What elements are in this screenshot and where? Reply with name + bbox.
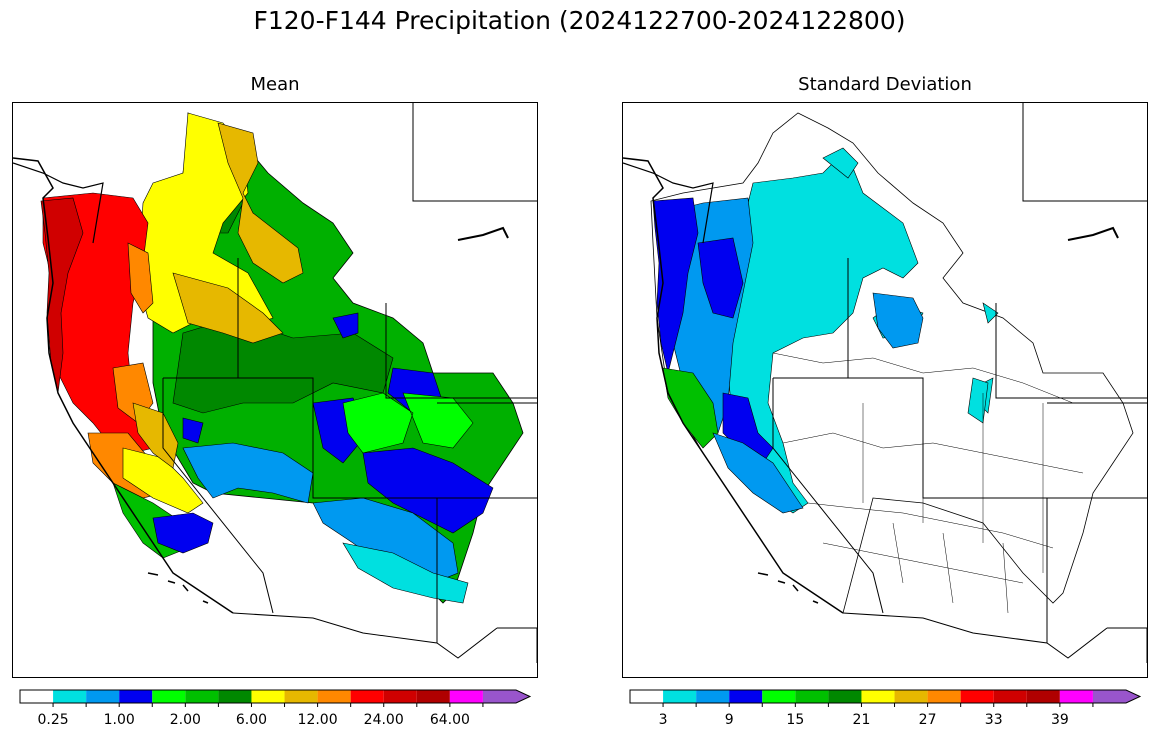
colorbar-segment (20, 690, 54, 703)
colorbar-tick-label: 27 (918, 712, 937, 728)
colorbar-mean (19, 689, 532, 707)
lake-shoreline (457, 226, 509, 241)
colorbar-segment (762, 690, 796, 703)
region-gold-2 (172, 272, 284, 344)
colorbar-segment (482, 690, 530, 703)
region-lightblue-nevada (182, 442, 314, 504)
colorbar-segment (86, 690, 120, 703)
region-blue-colorado (362, 447, 494, 534)
coastline-std (623, 157, 844, 614)
colorbar-tick-label: 21 (852, 712, 871, 728)
colorbar-segment (449, 690, 483, 703)
lake-shoreline-std (1067, 226, 1119, 241)
coastline (13, 157, 234, 614)
colorbar-tick-label: 6.00 (235, 712, 268, 728)
state-borders (162, 103, 537, 663)
region-darkgreen (172, 317, 394, 414)
colorbar-segment (729, 690, 763, 703)
colorbar-segment (960, 690, 994, 703)
colorbar-tick-label: 39 (1050, 712, 1069, 728)
colorbar-segment (828, 690, 862, 703)
colorbar-tick-label: 0.25 (37, 712, 69, 728)
colorbar-tick-label: 1.00 (103, 712, 135, 728)
colorbar-tick-label: 12.00 (297, 712, 338, 728)
region-lightblue-sierra (712, 432, 804, 514)
colorbar-segment (795, 690, 829, 703)
region-blue-coast (652, 197, 699, 374)
region-lime-utah (342, 392, 474, 454)
colorbar-tick-label: 15 (786, 712, 805, 728)
colorbar-segment (1026, 690, 1060, 703)
puget-sound-coastline (13, 162, 104, 244)
island-shapes (147, 572, 209, 604)
colorbar-segment (350, 690, 384, 703)
map-mean-canvas (13, 103, 537, 663)
colorbar-std-svg (629, 689, 1142, 707)
colorbar-segment (927, 690, 961, 703)
panel-title-mean: Mean (250, 74, 300, 95)
puget-sound-coastline-std (623, 162, 714, 244)
map-std (622, 102, 1148, 678)
region-blue-oregon (697, 237, 774, 464)
region-green-nca (662, 367, 719, 449)
island-shapes-std (757, 572, 819, 604)
region-darkred-coast (40, 197, 84, 394)
colorbar-segment (53, 690, 87, 703)
colorbar-segment (993, 690, 1027, 703)
region-blue-sd (182, 312, 359, 444)
colorbar-segment (1059, 690, 1093, 703)
colorbar-segment (894, 690, 928, 703)
colorbar-std (629, 689, 1142, 707)
colorbar-tick-label: 3 (658, 712, 668, 728)
colorbar-segment (152, 690, 186, 703)
colorbar-segment (218, 690, 252, 703)
colorbar-segment (1092, 690, 1140, 703)
colorbar-segment (185, 690, 219, 703)
colorbar-segment (663, 690, 697, 703)
colorbar-segment (383, 690, 417, 703)
colorbar-tick-label: 24.00 (363, 712, 404, 728)
region-lightblue-idaho (872, 292, 924, 349)
figure-title: F120-F144 Precipitation (2024122700-2024… (253, 6, 906, 35)
region-blue-socal (152, 512, 214, 554)
map-mean (12, 102, 538, 678)
colorbar-segment (861, 690, 895, 703)
colorbar-segment (251, 690, 285, 703)
colorbar-tick-label: 2.00 (169, 712, 201, 728)
panel-title-std: Standard Deviation (798, 74, 972, 95)
colorbar-segment (119, 690, 153, 703)
state-borders-std (772, 103, 1147, 663)
colorbar-segment (416, 690, 450, 703)
colorbar-segment (317, 690, 351, 703)
map-std-canvas (623, 103, 1147, 663)
colorbar-segment (696, 690, 730, 703)
colorbar-tick-label: 9 (724, 712, 734, 728)
colorbar-segment (630, 690, 664, 703)
colorbar-outline (19, 689, 532, 704)
colorbar-tick-label: 64.00 (429, 712, 470, 728)
basin-boundaries (772, 352, 1084, 614)
colorbar-outline (629, 689, 1142, 704)
colorbar-segment (284, 690, 318, 703)
colorbar-tick-label: 33 (984, 712, 1003, 728)
region-gold (217, 122, 304, 284)
colorbar-mean-svg (19, 689, 532, 707)
